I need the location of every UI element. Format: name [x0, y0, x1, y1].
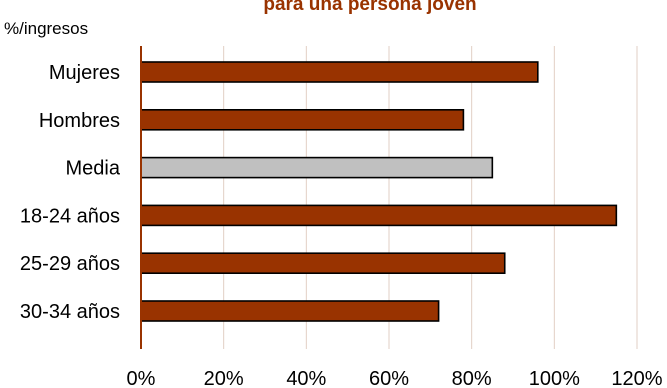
x-tick-labels: 0% 20% 40% 60% 80% 100% 120%: [127, 368, 663, 388]
x-tick-label: 120%: [611, 368, 662, 388]
x-tick-label: 20%: [204, 368, 244, 388]
bar-18-24-a-os: [140, 204, 618, 227]
category-label: Hombres: [39, 110, 120, 132]
category-label: 30-34 años: [20, 301, 120, 323]
x-tick-label: 100%: [529, 368, 580, 388]
category-label: Media: [66, 158, 121, 180]
x-tick-label: 40%: [286, 368, 326, 388]
unit-label: %/ingresos: [4, 19, 88, 38]
category-label: 18-24 años: [20, 205, 120, 227]
bar-30-34-a-os: [140, 300, 440, 322]
category-label: Mujeres: [49, 62, 120, 84]
category-labels: Mujeres Hombres Media 18-24 años 25-29 años 3…: [20, 62, 121, 323]
chart-title: para una persona joven: [263, 0, 476, 15]
bars: [140, 61, 618, 322]
bar-hombres: [140, 109, 465, 131]
x-tick-label: 60%: [369, 368, 409, 388]
bar-mujeres: [140, 61, 539, 83]
bar-25-29-a-os: [140, 252, 506, 274]
gridlines: [223, 46, 638, 349]
x-tick-label: 0%: [127, 368, 156, 388]
x-tick-label: 80%: [452, 368, 492, 388]
bar-media: [140, 156, 494, 179]
category-label: 25-29 años: [20, 253, 120, 275]
